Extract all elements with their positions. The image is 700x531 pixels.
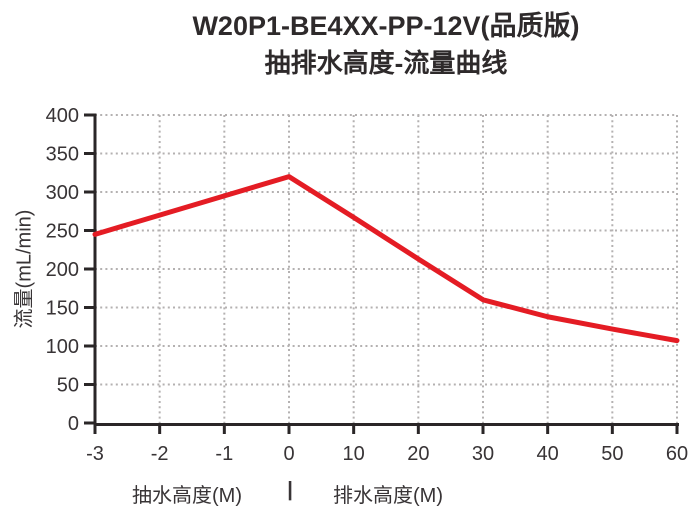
chart-title: W20P1-BE4XX-PP-12V(品质版) 抽排水高度-流量曲线 [192,11,580,78]
grid-lines [95,114,678,423]
x-tick-labels: -3 -2 -1 0 10 20 30 40 50 60 [86,443,688,465]
x-tick-label: -1 [215,443,233,465]
x-tick-label: -2 [151,443,169,465]
y-tick-label: 0 [68,413,79,435]
x-axis-label-suction: 抽水高度(M) [132,485,242,507]
y-tick-label: 400 [46,105,79,127]
x-tick-label: 20 [407,443,429,465]
x-tick-label: -3 [86,443,104,465]
y-tick-label: 50 [57,375,79,397]
y-tick-label: 350 [46,144,79,166]
x-axis-label-discharge: 排水高度(M) [333,485,443,507]
x-tick-label: 50 [601,443,623,465]
x-tick-label: 30 [472,443,494,465]
y-tick-label: 250 [46,221,79,243]
flow-curve-line [92,174,680,344]
y-tick-label: 150 [46,298,79,320]
x-tick-label: 60 [666,443,688,465]
y-axis-label: 流量(mL/min) [13,209,36,329]
y-tick-label: 100 [46,336,79,358]
x-axis-label-separator: | [287,479,293,501]
y-tick-labels: 0 50 100 150 200 250 300 350 400 [46,105,79,435]
x-axis-label: 抽水高度(M) | 排水高度(M) [0,479,700,507]
axis-ticks [84,113,679,434]
x-tick-label: 0 [283,443,294,465]
x-tick-label: 10 [343,443,365,465]
y-tick-label: 200 [46,259,79,281]
chart-title-subtitle: 抽排水高度-流量曲线 [264,47,508,78]
chart-title-model: W20P1-BE4XX-PP-12V(品质版) [192,11,580,41]
x-tick-label: 40 [537,443,559,465]
y-tick-label: 300 [46,182,79,204]
